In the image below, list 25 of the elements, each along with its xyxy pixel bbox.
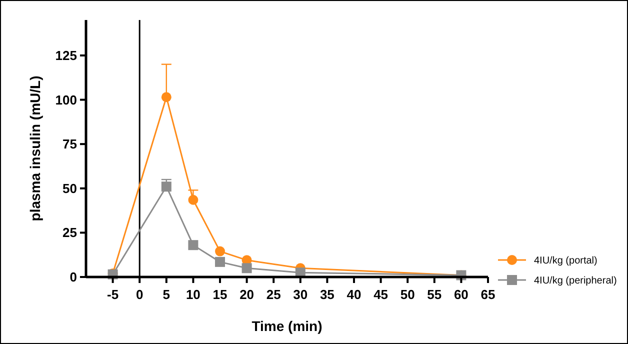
x-tick-label: 5 [162,287,170,302]
x-tick-label: 25 [266,287,281,302]
x-tick-label: 20 [240,287,254,302]
x-axis-title: Time (min) [252,318,322,334]
y-tick-label: 125 [55,48,77,63]
x-tick-label: 40 [346,287,362,302]
y-tick-label: 25 [62,225,77,240]
x-tick-label: 55 [427,287,442,302]
x-tick-label: 30 [293,287,308,302]
y-tick-label: 75 [62,136,77,152]
x-tick-label: -5 [107,287,119,302]
legend-label: 4IU/kg (peripheral) [534,276,617,286]
legend-label: 4IU/kg (portal) [534,256,598,266]
x-tick-label: 15 [212,287,228,302]
y-tick-label: 100 [55,92,77,108]
x-tick-label: 65 [480,287,496,302]
x-tick-label: 50 [400,287,415,302]
x-tick-label: 60 [454,287,468,302]
x-tick-label: 35 [320,287,334,302]
x-tick-label: 10 [186,287,200,302]
x-tick-label: 0 [136,287,144,302]
y-tick-label: 0 [70,270,77,285]
y-tick-label: 50 [62,180,77,196]
y-axis-title: plasma insulin (mU/L) [27,76,43,222]
x-tick-label: 45 [374,287,388,302]
